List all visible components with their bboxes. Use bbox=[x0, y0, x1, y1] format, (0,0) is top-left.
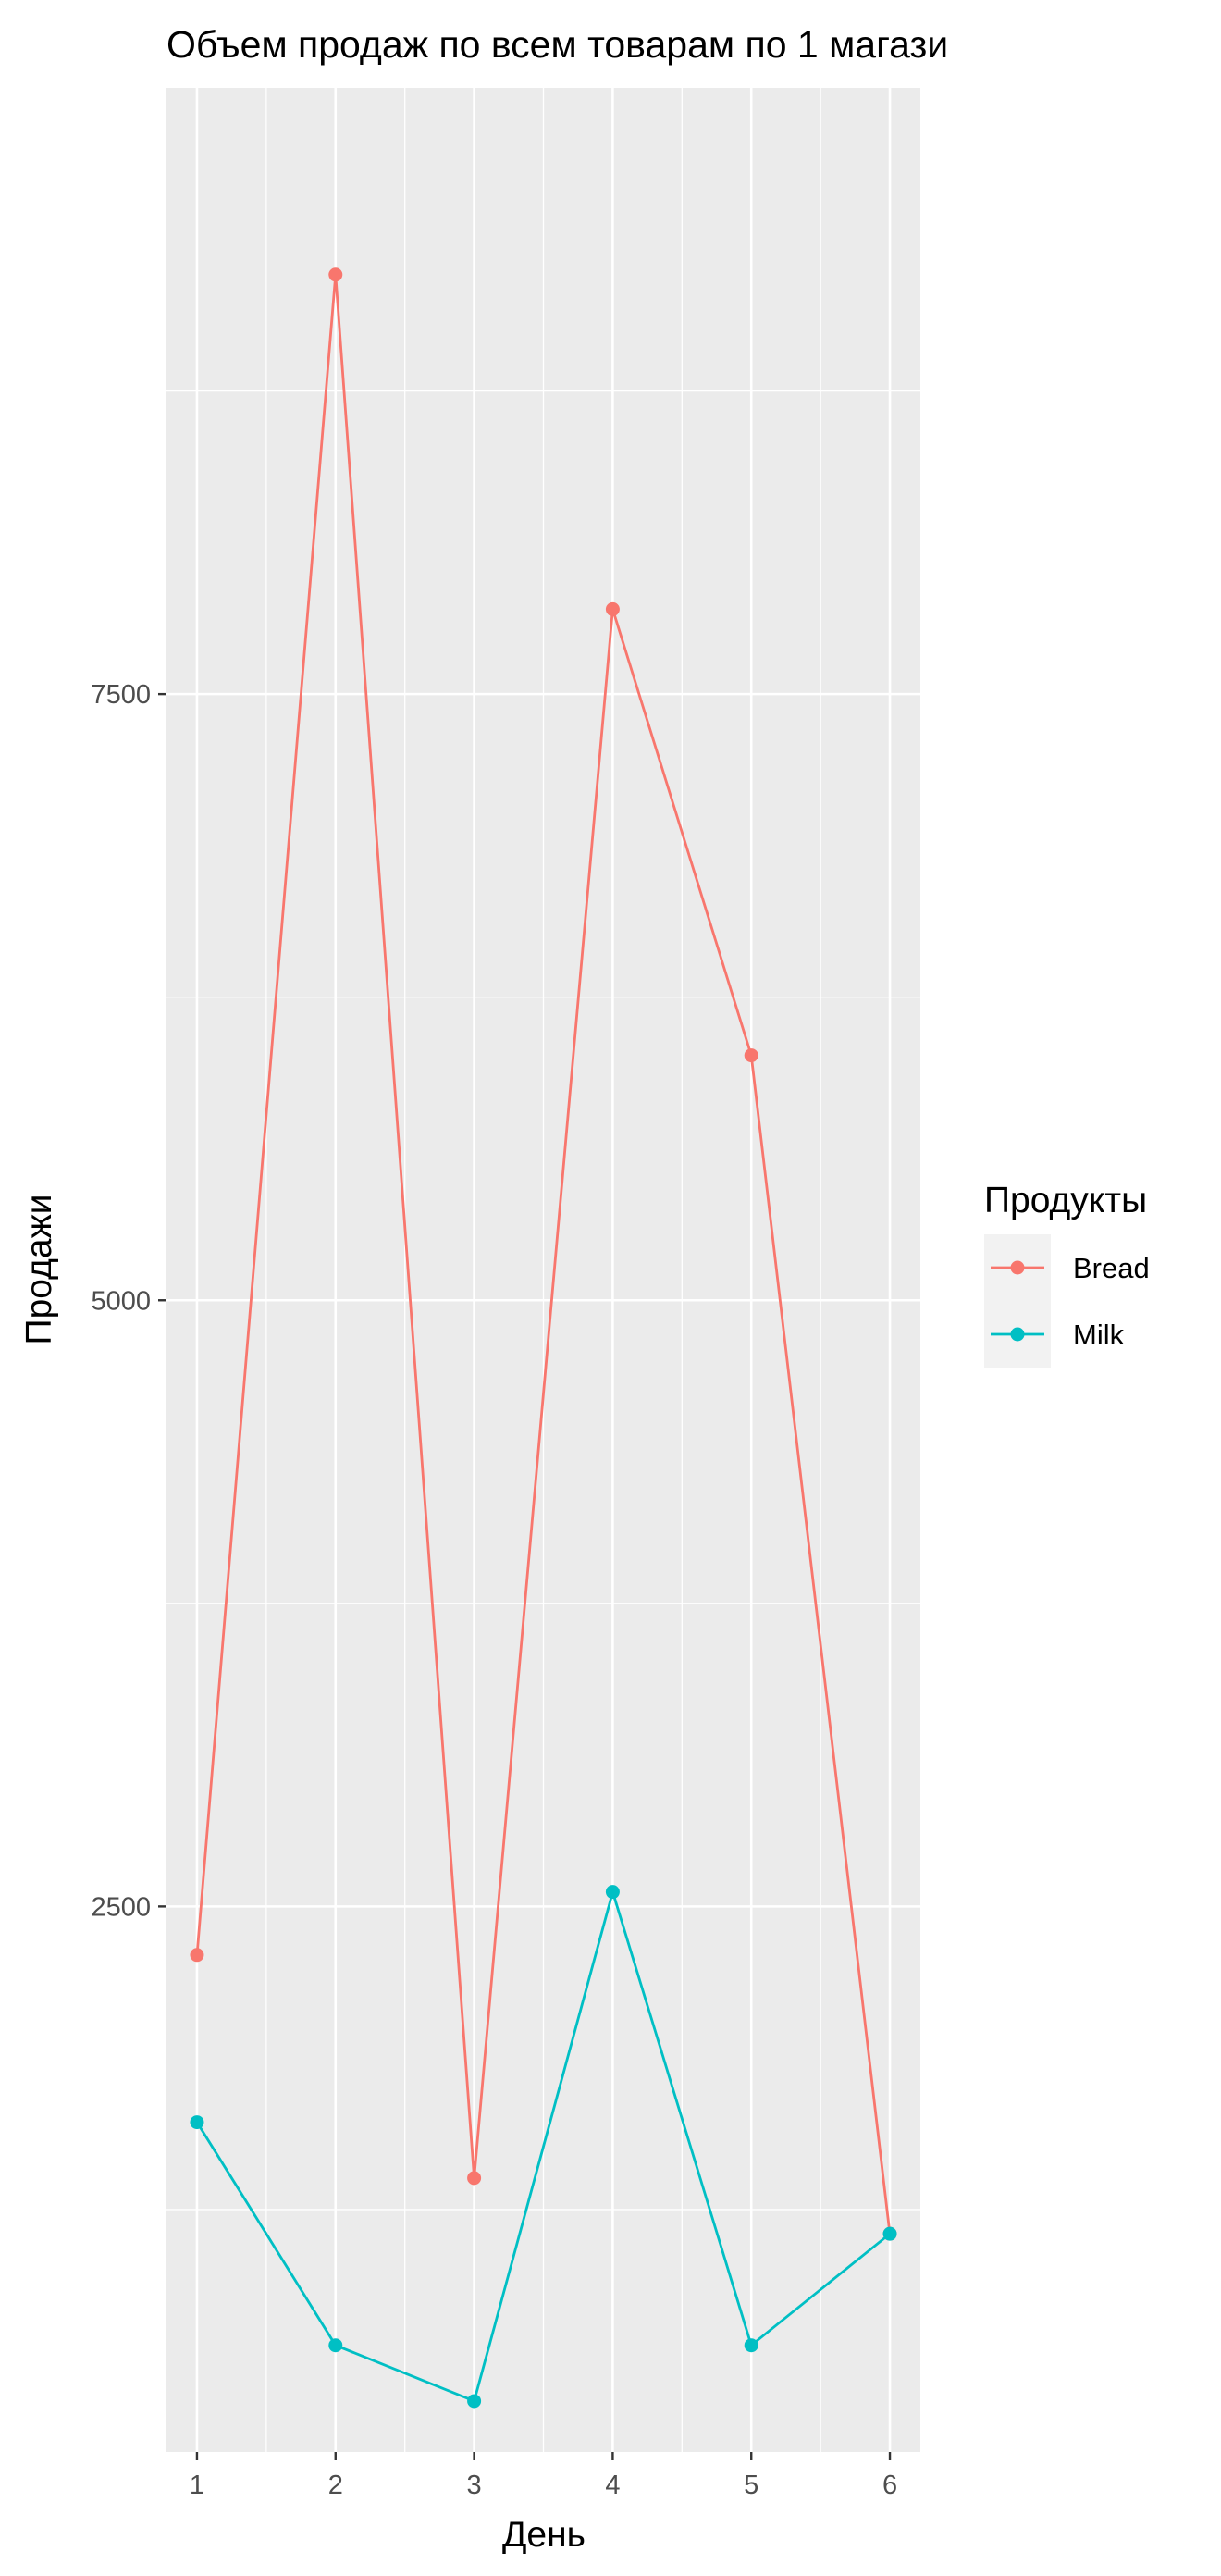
x-tick-label: 1 bbox=[190, 2471, 204, 2500]
series-layer bbox=[190, 267, 897, 2409]
legend-title: Продукты bbox=[984, 1181, 1147, 1220]
x-tick-label: 3 bbox=[467, 2471, 482, 2500]
data-point-milk bbox=[467, 2394, 482, 2409]
data-point-bread bbox=[744, 1048, 758, 1063]
y-tick-label: 2500 bbox=[91, 1892, 151, 1922]
series-line-milk bbox=[195, 1890, 891, 2403]
legend-items: Bread Milk bbox=[984, 1234, 1150, 1368]
legend-label-bread: Bread bbox=[1073, 1252, 1150, 1284]
legend: Продукты Bread Milk bbox=[984, 1181, 1150, 1368]
data-point-milk bbox=[328, 2338, 343, 2353]
legend-key-point-bread bbox=[1010, 1260, 1025, 1275]
x-tick-label: 4 bbox=[605, 2471, 620, 2500]
data-point-bread bbox=[190, 1948, 204, 1963]
x-axis-title: День bbox=[502, 2515, 586, 2555]
data-point-bread bbox=[605, 601, 620, 616]
series-line-bread bbox=[195, 273, 892, 2235]
x-tick-label: 2 bbox=[328, 2471, 343, 2500]
legend-label-milk: Milk bbox=[1073, 1319, 1125, 1351]
x-tick-label: 6 bbox=[882, 2471, 897, 2500]
y-tick-label: 7500 bbox=[91, 680, 151, 710]
major-gridlines bbox=[166, 88, 920, 2452]
legend-key-point-milk bbox=[1010, 1327, 1025, 1342]
data-point-milk bbox=[744, 2338, 758, 2353]
data-point-milk bbox=[605, 1885, 620, 1900]
y-tick-label: 5000 bbox=[91, 1286, 151, 1316]
y-axis-title: Продажи bbox=[19, 1195, 59, 1345]
x-tick-label: 5 bbox=[744, 2471, 758, 2500]
minor-gridlines bbox=[166, 88, 920, 2452]
data-point-bread bbox=[328, 267, 343, 282]
data-point-bread bbox=[467, 2171, 482, 2186]
data-point-milk bbox=[190, 2115, 204, 2130]
axis-ticks: 1 2 3 4 5 6 2500 5000 7500 bbox=[91, 680, 897, 2500]
chart-title: Объем продаж по всем товарам по 1 магази bbox=[166, 23, 948, 66]
data-point-milk bbox=[882, 2226, 897, 2241]
